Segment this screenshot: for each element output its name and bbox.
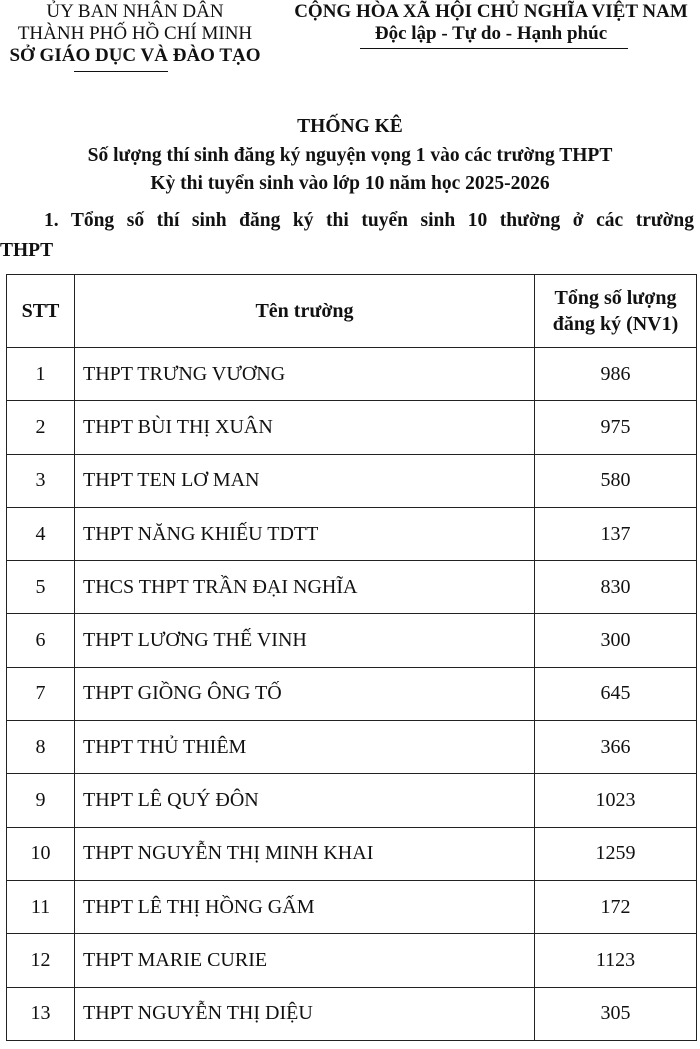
document-subtitle-1: Số lượng thí sinh đăng ký nguyện vọng 1 … bbox=[87, 145, 613, 166]
row-stt: 4 bbox=[6, 506, 75, 562]
divider bbox=[360, 48, 628, 49]
column-header-count: Tổng số lượng đăng ký (NV1) bbox=[534, 274, 697, 348]
table-row: 6 THPT LƯƠNG THẾ VINH 300 bbox=[6, 613, 697, 668]
table-row: 8 THPT THỦ THIÊM 366 bbox=[6, 720, 697, 775]
table-row: 13 THPT NGUYỄN THỊ DIỆU 305 bbox=[6, 986, 697, 1041]
header-left-line2: THÀNH PHỐ HỒ CHÍ MINH bbox=[17, 23, 253, 44]
column-header-school: Tên trường bbox=[74, 274, 535, 348]
row-school-name: THPT TEN LƠ MAN bbox=[74, 453, 535, 508]
table-row: 9 THPT LÊ QUÝ ĐÔN 1023 bbox=[6, 773, 697, 828]
row-stt: 9 bbox=[6, 773, 75, 828]
header-right-line2: Độc lập - Tự do - Hạnh phúc bbox=[374, 23, 608, 44]
divider bbox=[74, 71, 168, 72]
row-school-name: THPT MARIE CURIE bbox=[74, 933, 535, 988]
row-school-name: THPT GIỒNG ÔNG TỐ bbox=[74, 666, 535, 722]
count-header-line2: đăng ký (NV1) bbox=[552, 313, 679, 335]
row-stt: 1 bbox=[6, 346, 75, 402]
table-row: 1 THPT TRƯNG VƯƠNG 986 bbox=[6, 346, 697, 402]
row-school-name: THPT BÙI THỊ XUÂN bbox=[74, 400, 535, 455]
table-row: 2 THPT BÙI THỊ XUÂN 975 bbox=[6, 400, 697, 455]
row-school-name: THPT LƯƠNG THẾ VINH bbox=[74, 613, 535, 668]
row-school-name: THPT NGUYỄN THỊ MINH KHAI bbox=[74, 826, 535, 881]
row-count: 366 bbox=[534, 720, 697, 775]
row-stt: 3 bbox=[6, 453, 75, 508]
section-heading-cont: THPT bbox=[0, 240, 54, 261]
row-count: 172 bbox=[534, 879, 697, 935]
row-stt: 2 bbox=[6, 400, 75, 455]
table-row: 5 THCS THPT TRẦN ĐẠI NGHĨA 830 bbox=[6, 560, 697, 615]
row-stt: 5 bbox=[6, 560, 75, 615]
row-count: 1023 bbox=[534, 773, 697, 828]
row-count: 300 bbox=[534, 613, 697, 668]
table-row: 12 THPT MARIE CURIE 1123 bbox=[6, 933, 697, 988]
table-row: 4 THPT NĂNG KHIẾU TDTT 137 bbox=[6, 506, 697, 562]
row-school-name: THPT NĂNG KHIẾU TDTT bbox=[74, 506, 535, 562]
row-count: 580 bbox=[534, 453, 697, 508]
row-count: 975 bbox=[534, 400, 697, 455]
registration-table: STT Tên trường Tổng số lượng đăng ký (NV1… bbox=[6, 274, 697, 1041]
table-header-row: STT Tên trường Tổng số lượng đăng ký (NV1… bbox=[6, 274, 697, 348]
row-stt: 8 bbox=[6, 720, 75, 775]
row-stt: 7 bbox=[6, 666, 75, 722]
row-count: 1123 bbox=[534, 933, 697, 988]
section-heading: 1. Tổng số thí sinh đăng ký thi tuyển si… bbox=[44, 210, 694, 231]
row-count: 986 bbox=[534, 346, 697, 402]
row-school-name: THPT THỦ THIÊM bbox=[74, 720, 535, 775]
row-count: 830 bbox=[534, 560, 697, 615]
row-school-name: THPT LÊ QUÝ ĐÔN bbox=[74, 773, 535, 828]
table-row: 10 THPT NGUYỄN THỊ MINH KHAI 1259 bbox=[6, 826, 697, 881]
row-school-name: THPT LÊ THỊ HỒNG GẤM bbox=[74, 879, 535, 935]
row-count: 1259 bbox=[534, 826, 697, 881]
document-subtitle-2: Kỳ thi tuyển sinh vào lớp 10 năm học 202… bbox=[150, 173, 550, 194]
row-count: 305 bbox=[534, 986, 697, 1041]
table-row: 3 THPT TEN LƠ MAN 580 bbox=[6, 453, 697, 508]
row-stt: 10 bbox=[6, 826, 75, 881]
header-left-line3: SỞ GIÁO DỤC VÀ ĐÀO TẠO bbox=[9, 45, 261, 66]
header-left-line1: ỦY BAN NHÂN DÂN bbox=[46, 1, 224, 22]
row-stt: 12 bbox=[6, 933, 75, 988]
row-school-name: THPT TRƯNG VƯƠNG bbox=[74, 346, 535, 402]
row-stt: 6 bbox=[6, 613, 75, 668]
row-stt: 11 bbox=[6, 879, 75, 935]
document-title: THỐNG KÊ bbox=[297, 116, 403, 137]
count-header-line1: Tổng số lượng bbox=[554, 287, 677, 309]
row-count: 137 bbox=[534, 506, 697, 562]
table-row: 7 THPT GIỒNG ÔNG TỐ 645 bbox=[6, 666, 697, 722]
header-right-line1: CỘNG HÒA XÃ HỘI CHỦ NGHĨA VIỆT NAM bbox=[294, 1, 688, 22]
table-row: 11 THPT LÊ THỊ HỒNG GẤM 172 bbox=[6, 879, 697, 935]
row-stt: 13 bbox=[6, 986, 75, 1041]
row-count: 645 bbox=[534, 666, 697, 722]
row-school-name: THPT NGUYỄN THỊ DIỆU bbox=[74, 986, 535, 1041]
column-header-stt: STT bbox=[6, 274, 75, 348]
row-school-name: THCS THPT TRẦN ĐẠI NGHĨA bbox=[74, 560, 535, 615]
